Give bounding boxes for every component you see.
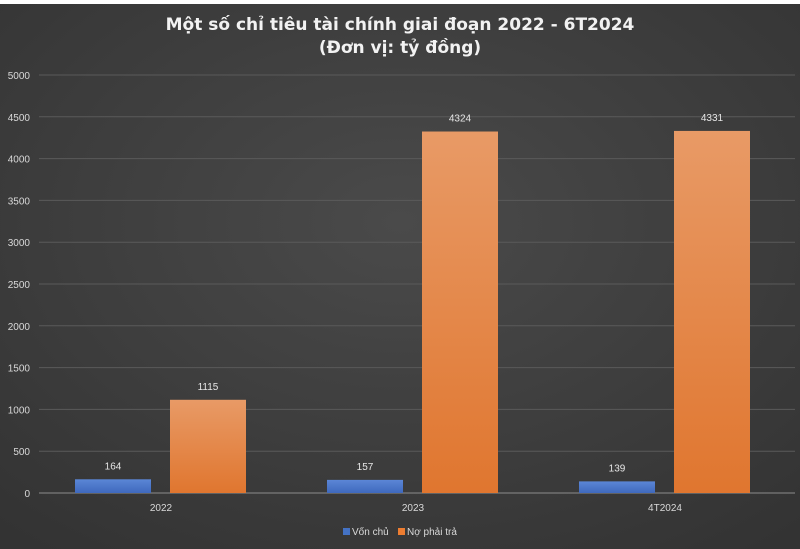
legend-label: Nợ phải trả [407,527,457,538]
data-label: 139 [609,463,626,474]
bar-von-chu[interactable] [327,479,403,493]
y-tick-label: 500 [13,447,30,458]
data-label: 1115 [198,382,219,393]
legend-item[interactable]: Vốn chủ [343,526,389,538]
bar-no-phai-tra[interactable] [674,130,750,493]
data-label: 4324 [449,114,472,125]
y-tick-label: 3500 [8,196,31,207]
y-tick-label: 0 [24,489,30,500]
legend-label: Vốn chủ [352,526,389,538]
y-tick-label: 1000 [8,405,31,416]
y-tick-label: 4500 [8,113,31,124]
data-label: 4331 [701,113,724,124]
y-tick-label: 2500 [8,280,31,291]
chart-title: Một số chỉ tiêu tài chính giai đoạn 2022… [166,14,635,35]
data-label: 164 [105,461,122,472]
y-tick-label: 4000 [8,155,31,166]
x-tick-label: 4T2024 [648,503,682,514]
y-tick-label: 1500 [8,364,31,375]
bar-von-chu[interactable] [75,479,151,493]
chart-background [0,4,800,549]
x-tick-label: 2022 [150,503,173,514]
bar-von-chu[interactable] [579,481,655,493]
legend-swatch [343,528,350,535]
bar-no-phai-tra[interactable] [422,131,498,493]
data-label: 157 [357,462,374,473]
x-tick-label: 2023 [402,503,425,514]
y-tick-label: 3000 [8,238,31,249]
legend-item[interactable]: Nợ phải trả [398,527,457,538]
legend-swatch [398,528,405,535]
chart-subtitle: (Đơn vị: tỷ đồng) [319,37,481,58]
bar-no-phai-tra[interactable] [170,399,246,493]
y-tick-label: 2000 [8,322,31,333]
y-tick-label: 5000 [8,71,31,82]
